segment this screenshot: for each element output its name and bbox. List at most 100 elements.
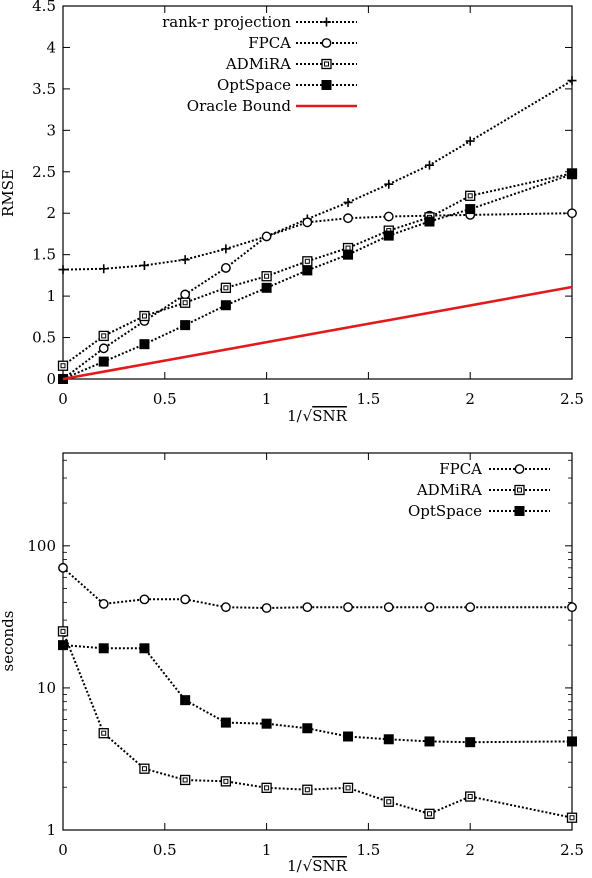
seconds-legend-marker [514,506,525,516]
seconds-x-axis-label-prefix: 1/ [287,857,303,875]
seconds-x-tick-label: 1.5 [356,841,380,859]
rmse-legend-marker [321,38,332,48]
rmse-x-tick-label: 2.5 [560,390,584,408]
rmse-series-fpca-point [383,211,394,222]
rmse-series-oracle-bound [62,285,573,381]
rmse-x-tick-label: 2 [465,390,475,408]
seconds-series-admira-point [383,796,394,807]
rmse-y-tick-label: 3.5 [32,80,56,98]
rmse-series-fpca-point [567,208,577,219]
rmse-chart: 0 0.5 1 1.5 2 2.5 3 3.5 4 4.5 0 0.5 1 1.5 2 2.5 RMSE 1… [0,0,584,425]
seconds-x-tick-label: 1 [262,841,272,859]
rmse-series-oracle-bound-line [62,285,573,381]
seconds-series-optspace-point [98,643,109,654]
seconds-legend-entry: ADMiRA [416,481,550,499]
seconds-y-axis-label: seconds [0,611,17,672]
rmse-series-rank-r-projection-point [384,179,394,189]
seconds-series-admira-point [57,626,69,637]
seconds-series-fpca [58,562,577,613]
rmse-series-fpca-point [302,217,313,228]
seconds-y-tick-label: 100 [27,537,56,555]
rmse-y-tick-label: 3 [46,121,56,139]
rmse-legend-entry: ADMiRA [225,55,357,73]
seconds-x-tick-label: 2 [465,841,475,859]
rmse-y-tick-label: 4 [46,38,56,56]
rmse-legend-label: FPCA [248,34,291,52]
seconds-series-optspace-point [261,718,272,729]
seconds-series-optspace-point [465,737,476,748]
rmse-series-optspace-point [302,265,313,276]
rmse-series-admira-point [302,256,313,267]
rmse-series-admira-point [98,330,109,342]
rmse-legend: rank-r projection FPCA ADMiRA OptSpace Oracl… [162,13,357,115]
rmse-y-tick-label: 2.5 [32,163,56,181]
rmse-series-optspace-point [383,230,394,241]
seconds-x-axis-label-root: SNR [312,857,347,875]
seconds-series-optspace-point [567,736,577,747]
rmse-y-tick-label: 4.5 [32,0,56,15]
rmse-series-optspace [58,169,577,384]
rmse-series-admira-point [261,271,272,282]
seconds-chart: 1 10 100 0 0.5 1 1.5 2 2.5 seconds 1/√SNR FPCA A… [0,452,584,875]
rmse-series-group [57,76,578,384]
seconds-series-optspace-point [424,736,435,747]
rmse-x-axis: 0 0.5 1 1.5 2 2.5 [58,6,584,408]
seconds-series-admira-point [261,782,272,793]
rmse-series-fpca-point [98,343,109,354]
rmse-series-admira [57,168,578,371]
rmse-series-rank-r-projection-point [567,76,577,86]
seconds-series-optspace [58,640,577,748]
seconds-series-optspace-point [383,734,394,745]
seconds-legend-marker [514,464,525,474]
seconds-series-fpca-point [465,602,476,613]
seconds-series-fpca-point [567,602,577,613]
rmse-series-optspace-point [465,204,476,215]
seconds-x-tick-label: 2.5 [560,841,584,859]
seconds-series-admira-point [465,791,476,802]
seconds-x-tick-label: 0 [58,841,68,859]
rmse-y-tick-label: 0.5 [32,329,56,347]
rmse-series-rank-r-projection-point [180,255,190,265]
rmse-y-axis: 0 0.5 1 1.5 2 2.5 3 3.5 4 4.5 [32,0,572,388]
seconds-series-admira-point [424,808,435,819]
rmse-legend-marker [322,17,331,27]
rmse-series-admira-point [180,297,191,308]
rmse-series-optspace-point [220,300,231,311]
seconds-legend-entry: FPCA [439,460,550,478]
rmse-series-rank-r-projection-point [465,136,475,146]
rmse-series-optspace-point [567,169,577,180]
rmse-series-admira-point [57,360,69,371]
seconds-series-admira-point [180,774,191,786]
seconds-series-fpca-point [424,602,435,613]
rmse-series-fpca [58,208,577,384]
rmse-series-rank-r-projection-point [424,160,434,170]
rmse-legend-label: OptSpace [217,76,291,94]
seconds-series-fpca-point [139,594,150,605]
rmse-legend-entry: rank-r projection [162,13,357,31]
rmse-y-tick-label: 0 [46,370,56,388]
seconds-series-fpca-point [261,603,272,613]
rmse-series-rank-r-projection-point [99,264,109,274]
rmse-series-rank-r-projection-point [139,260,149,270]
seconds-series-optspace-point [180,695,191,706]
rmse-series-admira-point [220,282,232,293]
rmse-legend-marker [321,58,332,70]
seconds-legend-label: ADMiRA [416,481,482,499]
rmse-legend-label: ADMiRA [225,55,291,73]
seconds-series-fpca-point [383,602,394,613]
seconds-series-fpca-point [220,602,231,613]
rmse-x-tick-label: 1 [262,390,272,408]
rmse-legend-entry: FPCA [248,34,357,52]
seconds-y-axis: 1 10 100 [27,459,572,839]
rmse-series-rank-r-projection-line [62,79,573,271]
rmse-x-tick-label: 1.5 [356,390,380,408]
seconds-series-admira-point [220,776,232,787]
rmse-series-fpca-point [180,289,191,300]
seconds-series-admira-point [302,784,313,795]
seconds-legend: FPCA ADMiRA OptSpace [408,460,550,520]
seconds-x-axis-label: 1/√SNR [287,857,348,875]
rmse-series-fpca-line [62,212,573,380]
rmse-series-optspace-point [98,356,109,367]
seconds-series-admira-point [342,782,354,793]
rmse-series-admira-point [139,310,150,322]
